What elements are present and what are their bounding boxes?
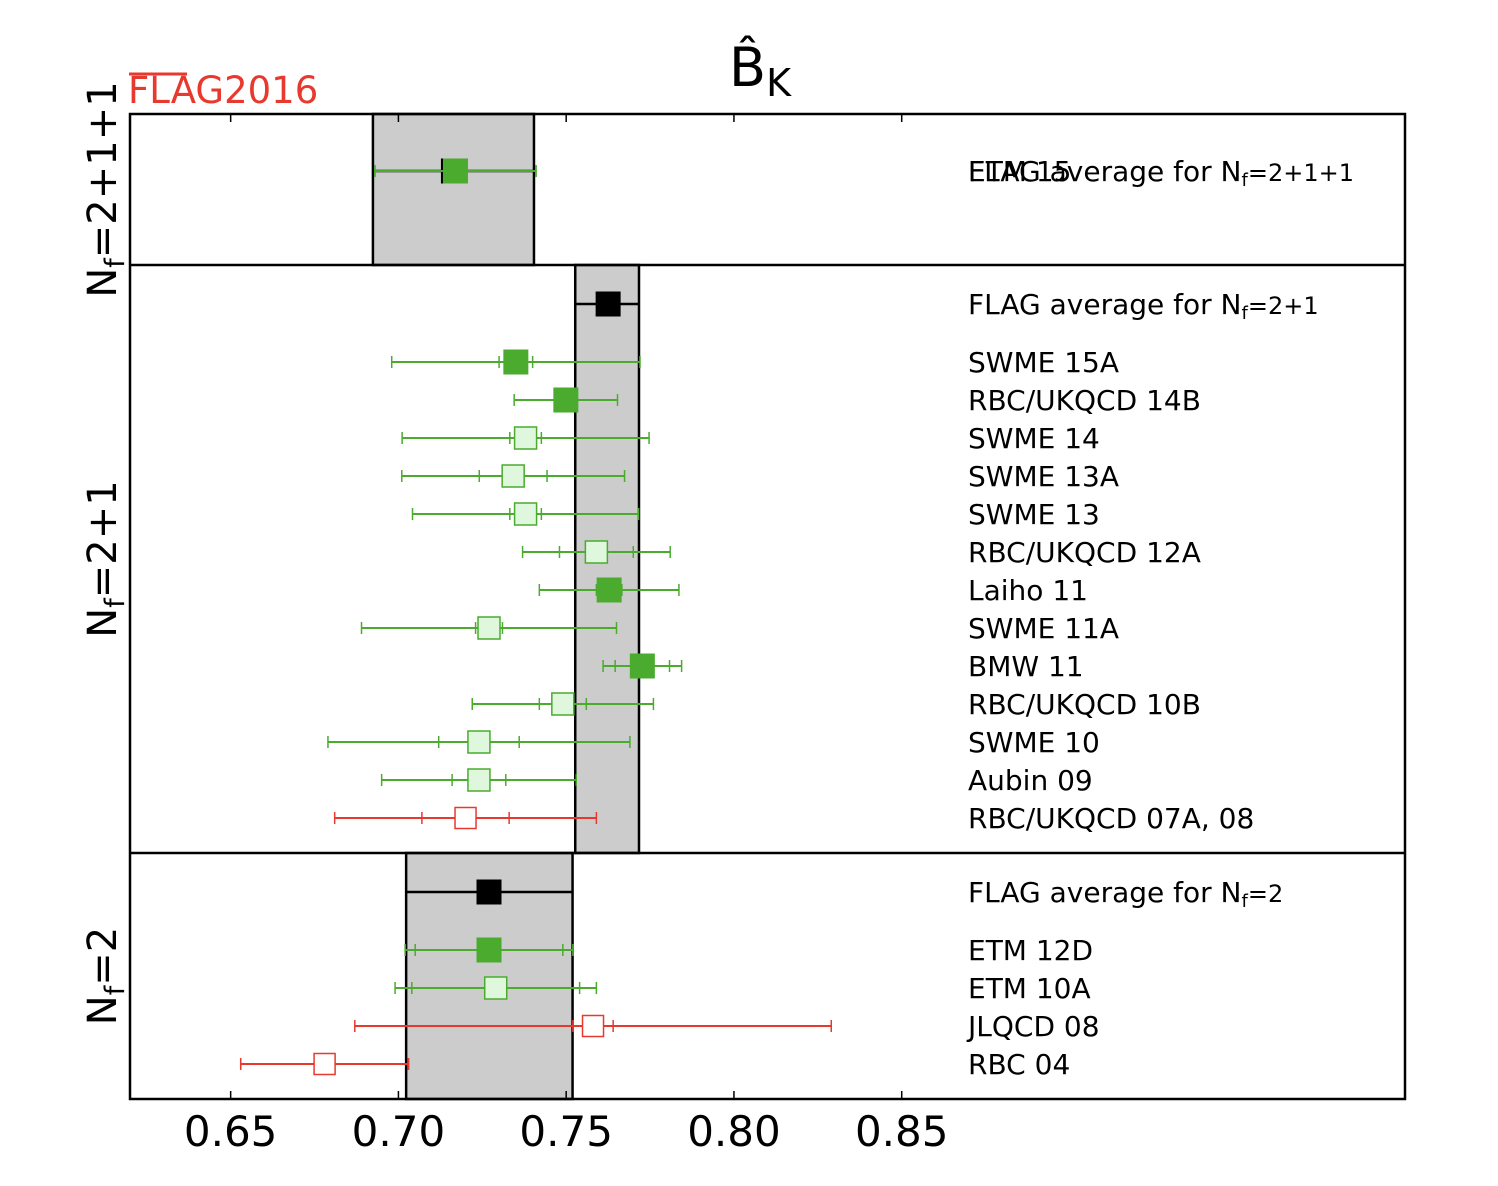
data-point [467,730,491,754]
entry-label: RBC 04 [968,1048,1070,1081]
chart-title-main: B̂ [729,36,766,99]
x-tick-label: 0.80 [687,1107,781,1156]
data-point [584,540,609,564]
entry-label: RBC/UKQCD 14B [968,384,1201,417]
data-point [596,577,622,603]
data-point [551,692,575,716]
entry-label: ETM 15 [968,155,1071,188]
entry-label: Laiho 11 [968,574,1088,607]
band-layer [371,112,641,1101]
axes-layer [128,112,1407,1101]
panel-label: Nf=2+1 [80,480,131,637]
x-tick-label: 0.85 [855,1107,949,1156]
entry-label: JLQCD 08 [966,1010,1100,1043]
data-point [629,653,655,679]
entry-label: RBC/UKQCD 12A [968,536,1201,569]
data-point [476,879,502,905]
entry-label: FLAG average for Nf=2+1 [968,288,1319,324]
panel-label: Nf=2+1+1 [80,81,131,297]
data-point [503,349,529,375]
entry-label: SWME 13 [968,498,1100,531]
entry-label: BMW 11 [968,650,1084,683]
data-point [442,158,468,184]
x-tick-label: 0.70 [352,1107,446,1156]
entry-label: SWME 10 [968,726,1100,759]
flag-logo: FLAG2016 [128,69,318,112]
entry-label: ETM 12D [968,934,1093,967]
data-point [513,426,538,450]
data-point [553,387,579,413]
chart-title: B̂K [729,36,792,105]
entry-label: SWME 14 [968,422,1100,455]
entry-label: RBC/UKQCD 10B [968,688,1201,721]
data-point [513,502,538,526]
marks-layer [239,158,832,1076]
entry-label: SWME 13A [968,460,1119,493]
data-point [483,976,508,1000]
panel-label: Nf=2 [80,927,131,1025]
entry-label: FLAG average for Nf=2 [968,876,1283,912]
labels-layer: 0.65 0.70 0.75 0.80 0.85 Nf=2+1+1 FLAG average… [80,81,1354,1156]
entry-label: SWME 11A [968,612,1119,645]
data-point [454,806,477,830]
data-point [581,1014,605,1038]
average-band [371,112,536,267]
data-point [501,464,525,488]
plot-frame [128,112,1407,1101]
data-point [467,768,491,792]
entry-label: ETM 10A [968,972,1091,1005]
data-point [595,291,621,317]
entry-label: SWME 15A [968,346,1119,379]
data-point [476,937,502,963]
entry-label: Aubin 09 [968,764,1093,797]
entry-label: RBC/UKQCD 07A, 08 [968,802,1254,835]
data-point [477,616,501,640]
x-tick-label: 0.75 [519,1107,613,1156]
chart-title-sub: K [766,61,792,105]
data-point [313,1052,336,1076]
x-tick-label: 0.65 [184,1107,278,1156]
entry-label: FLAG average for Nf=2+1+1 [968,155,1354,191]
